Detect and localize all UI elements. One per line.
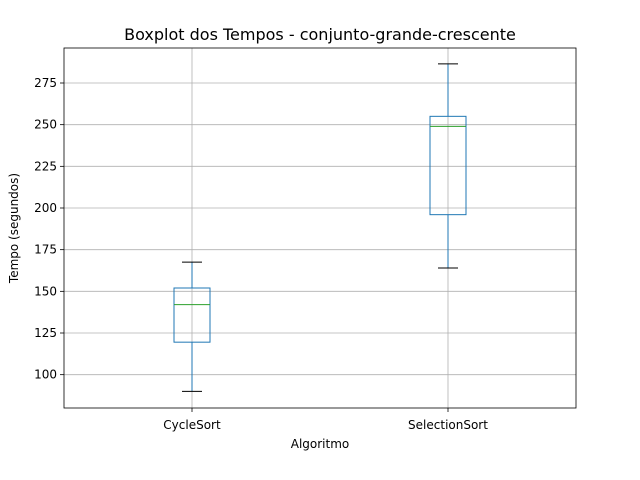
tick-layer: 100 125 150 175 200 225 250 275 CycleSort Selecti…	[34, 76, 488, 432]
y-tick-label: 175	[34, 243, 57, 257]
chart-title: Boxplot dos Tempos - conjunto-grande-cre…	[124, 25, 516, 44]
y-tick-label: 150	[34, 284, 57, 298]
x-tick-label: SelectionSort	[408, 418, 488, 432]
iqr-box	[429, 115, 467, 216]
x-axis-label: Algoritmo	[291, 437, 350, 451]
y-axis-label: Tempo (segundos)	[7, 173, 21, 284]
y-tick-label: 200	[34, 201, 57, 215]
y-tick-label: 250	[34, 118, 57, 132]
y-tick-label: 100	[34, 368, 57, 382]
iqr-box	[173, 287, 211, 343]
box-layer	[173, 63, 467, 392]
grid-layer	[64, 48, 576, 408]
plot-frame	[63, 47, 577, 409]
x-tick-label: CycleSort	[163, 418, 221, 432]
y-tick-label: 225	[34, 159, 57, 173]
y-tick-label: 125	[34, 326, 57, 340]
y-tick-label: 275	[34, 76, 57, 90]
